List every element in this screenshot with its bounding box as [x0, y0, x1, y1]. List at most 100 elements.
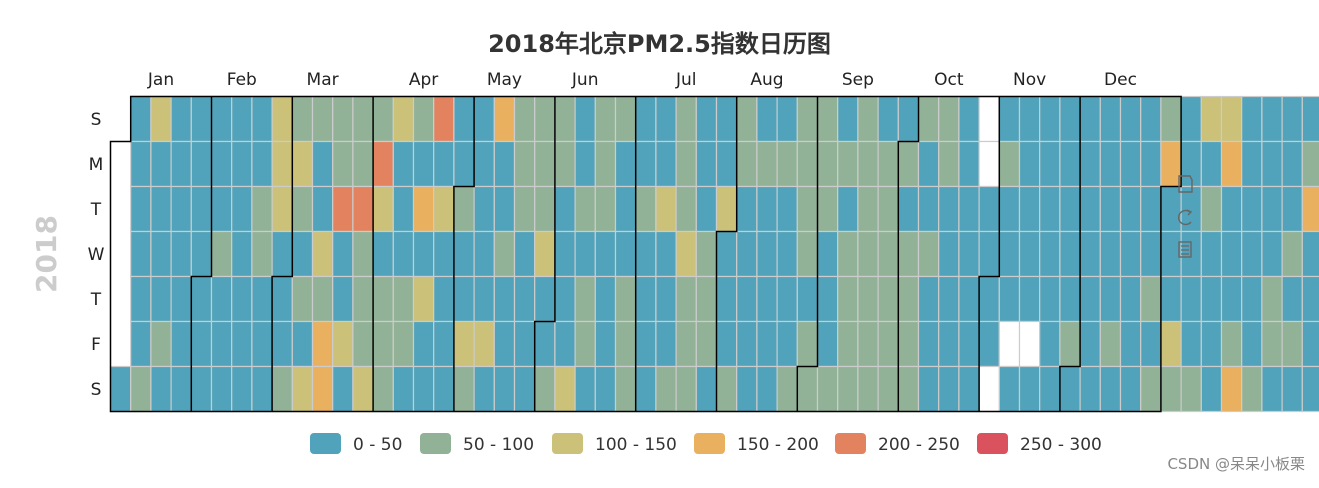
- calendar-cell[interactable]: [231, 320, 253, 368]
- calendar-cell[interactable]: [675, 320, 697, 368]
- calendar-cell[interactable]: [1241, 95, 1263, 143]
- calendar-cell[interactable]: [1079, 140, 1101, 188]
- calendar-cell[interactable]: [1079, 320, 1101, 368]
- calendar-cell[interactable]: [715, 365, 738, 413]
- calendar-cell[interactable]: [554, 365, 576, 413]
- calendar-cell[interactable]: [130, 320, 152, 368]
- calendar-cell[interactable]: [1200, 365, 1223, 413]
- calendar-cell[interactable]: [958, 140, 980, 188]
- calendar-cell[interactable]: [1099, 230, 1122, 278]
- calendar-cell[interactable]: [1018, 140, 1041, 188]
- calendar-cell[interactable]: [837, 275, 859, 323]
- calendar-cell[interactable]: [1079, 95, 1101, 143]
- calendar-cell[interactable]: [251, 185, 273, 233]
- calendar-cell[interactable]: [958, 320, 980, 368]
- calendar-cell[interactable]: [978, 230, 1000, 278]
- calendar-cell[interactable]: [291, 320, 314, 368]
- calendar-cell[interactable]: [1281, 230, 1303, 278]
- calendar-cell[interactable]: [190, 140, 213, 188]
- calendar-cell[interactable]: [1301, 365, 1319, 413]
- calendar-cell[interactable]: [776, 230, 798, 278]
- calendar-cell[interactable]: [1281, 365, 1303, 413]
- calendar-cell[interactable]: [1059, 320, 1081, 368]
- calendar-cell[interactable]: [897, 365, 920, 413]
- calendar-cell[interactable]: [635, 230, 657, 278]
- calendar-cell[interactable]: [1039, 95, 1061, 143]
- calendar-cell[interactable]: [311, 230, 334, 278]
- calendar-cell[interactable]: [594, 365, 617, 413]
- calendar-cell[interactable]: [534, 230, 556, 278]
- calendar-cell[interactable]: [1099, 140, 1122, 188]
- calendar-cell[interactable]: [1059, 95, 1081, 143]
- calendar-cell[interactable]: [1018, 365, 1041, 413]
- calendar-cell[interactable]: [311, 95, 334, 143]
- calendar-cell[interactable]: [412, 320, 435, 368]
- calendar-cell[interactable]: [614, 230, 637, 278]
- calendar-cell[interactable]: [332, 95, 354, 143]
- calendar-cell[interactable]: [857, 140, 879, 188]
- calendar-cell[interactable]: [695, 185, 718, 233]
- calendar-cell[interactable]: [1119, 230, 1142, 278]
- calendar-cell[interactable]: [392, 275, 415, 323]
- calendar-cell[interactable]: [1281, 320, 1303, 368]
- calendar-cell[interactable]: [473, 95, 495, 143]
- calendar-cell[interactable]: [958, 365, 980, 413]
- calendar-cell[interactable]: [231, 365, 253, 413]
- calendar-cell[interactable]: [473, 275, 495, 323]
- calendar-cell[interactable]: [554, 185, 576, 233]
- calendar-cell[interactable]: [1140, 320, 1162, 368]
- calendar-cell[interactable]: [715, 320, 738, 368]
- calendar-cell[interactable]: [473, 320, 495, 368]
- calendar-cell[interactable]: [210, 275, 233, 323]
- calendar-cell[interactable]: [554, 320, 576, 368]
- calendar-cell[interactable]: [311, 320, 334, 368]
- calendar-cell[interactable]: [130, 230, 152, 278]
- calendar-cell[interactable]: [1261, 185, 1283, 233]
- calendar-cell[interactable]: [736, 95, 758, 143]
- calendar-cell[interactable]: [130, 275, 152, 323]
- legend-item[interactable]: 50 - 100: [420, 433, 534, 455]
- calendar-cell[interactable]: [1200, 185, 1223, 233]
- calendar-cell[interactable]: [796, 185, 819, 233]
- calendar-cell[interactable]: [150, 140, 172, 188]
- calendar-cell[interactable]: [816, 320, 839, 368]
- calendar-cell[interactable]: [150, 320, 172, 368]
- calendar-cell[interactable]: [917, 140, 940, 188]
- calendar-cell[interactable]: [372, 275, 394, 323]
- calendar-cell[interactable]: [1180, 320, 1202, 368]
- calendar-cell[interactable]: [453, 230, 475, 278]
- calendar-cell[interactable]: [594, 185, 617, 233]
- calendar-cell[interactable]: [170, 140, 192, 188]
- calendar-cell[interactable]: [715, 275, 738, 323]
- calendar-cell[interactable]: [1200, 95, 1223, 143]
- calendar-cell[interactable]: [938, 140, 960, 188]
- calendar-cell[interactable]: [1119, 140, 1142, 188]
- calendar-cell[interactable]: [291, 365, 314, 413]
- calendar-cell[interactable]: [231, 140, 253, 188]
- calendar-cell[interactable]: [1018, 230, 1041, 278]
- calendar-cell[interactable]: [594, 140, 617, 188]
- calendar-cell[interactable]: [1200, 140, 1223, 188]
- calendar-cell[interactable]: [635, 95, 657, 143]
- calendar-cell[interactable]: [473, 140, 495, 188]
- calendar-cell[interactable]: [332, 275, 354, 323]
- calendar-cell[interactable]: [776, 140, 798, 188]
- calendar-cell[interactable]: [796, 275, 819, 323]
- calendar-cell[interactable]: [1220, 230, 1243, 278]
- calendar-cell[interactable]: [1301, 185, 1319, 233]
- calendar-cell[interactable]: [1180, 275, 1202, 323]
- calendar-cell[interactable]: [614, 95, 637, 143]
- calendar-cell[interactable]: [109, 365, 132, 413]
- calendar-cell[interactable]: [938, 320, 960, 368]
- calendar-cell[interactable]: [978, 140, 1000, 188]
- calendar-cell[interactable]: [251, 275, 273, 323]
- calendar-cell[interactable]: [534, 275, 556, 323]
- calendar-cell[interactable]: [816, 95, 839, 143]
- calendar-cell[interactable]: [837, 95, 859, 143]
- calendar-cell[interactable]: [1241, 230, 1263, 278]
- calendar-cell[interactable]: [715, 185, 738, 233]
- calendar-cell[interactable]: [170, 230, 192, 278]
- calendar-cell[interactable]: [1261, 140, 1283, 188]
- calendar-cell[interactable]: [392, 365, 415, 413]
- calendar-cell[interactable]: [1241, 320, 1263, 368]
